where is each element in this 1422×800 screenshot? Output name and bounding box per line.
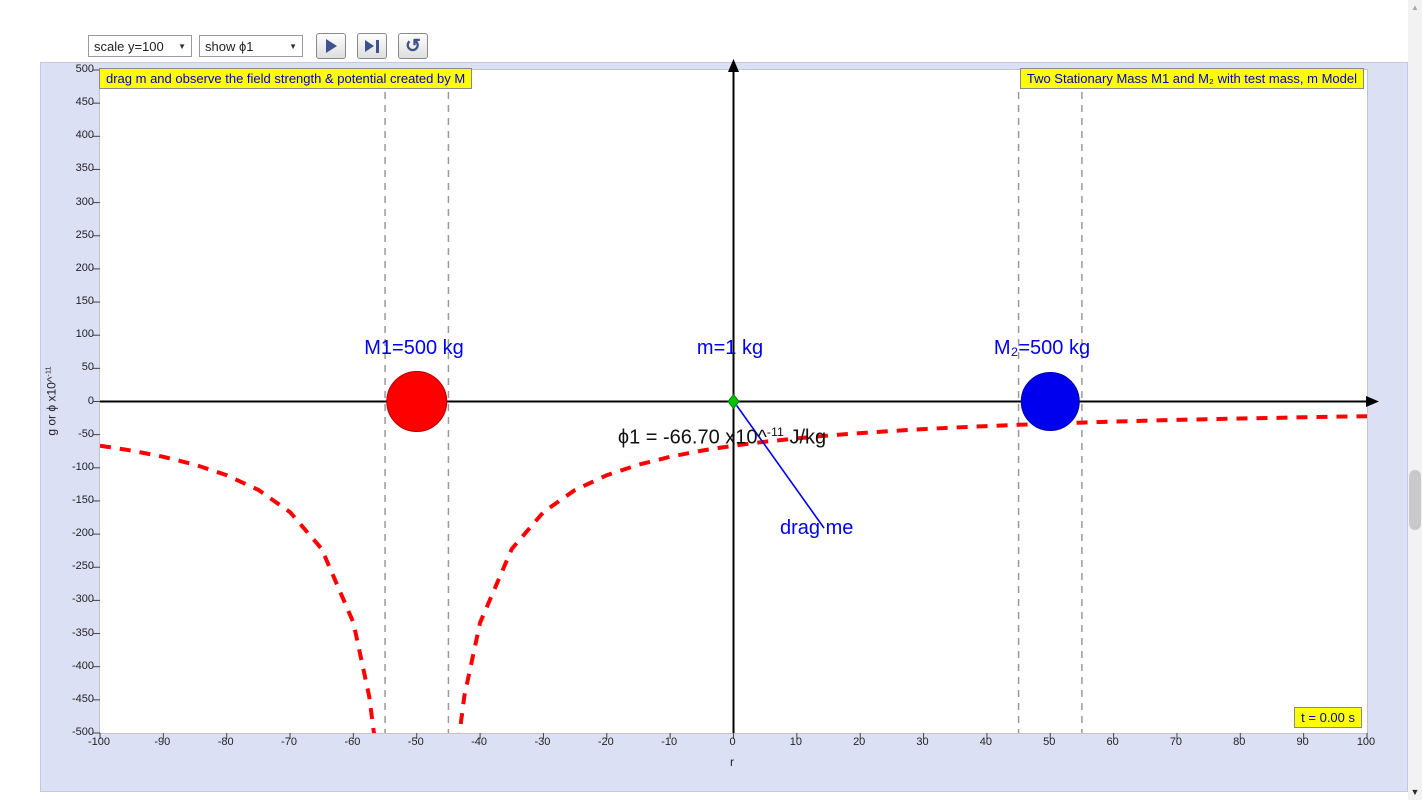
vertical-scrollbar[interactable]: ▲ ▼ [1408,0,1422,800]
y-tick-label: -350 [71,626,94,639]
m2-label: M₂=500 kg [993,337,1091,359]
y-tick-label: -400 [71,659,94,672]
y-tick-label: 250 [75,228,94,241]
potential-readout-exponent: -11 [766,425,784,439]
x-tick-label: -10 [661,736,678,748]
reset-button[interactable]: ↺ [398,33,428,59]
scrollbar-thumb[interactable] [1409,470,1421,530]
x-tick-label: 30 [916,736,929,748]
x-tick-label: 80 [1233,736,1246,748]
y-tick-label: 300 [75,195,94,208]
y-tick-label: -300 [71,593,94,606]
y-axis-arrow [728,59,739,72]
model-title-banner: Two Stationary Mass M1 and M₂ with test … [1019,68,1364,89]
y-tick-label: 450 [75,96,94,109]
toolbar: scale y=100 ▼ show ϕ1 ▼ ↺ [88,33,428,59]
x-axis-arrow [1366,396,1379,407]
mass-m2-circle[interactable] [1020,372,1080,431]
y-tick-label: -100 [71,460,94,473]
m1-label: M1=500 kg [364,337,464,359]
x-tick-label: -90 [154,736,171,748]
y-tick-label: 500 [75,63,94,75]
test-mass-marker[interactable] [727,393,740,410]
x-tick-label: 90 [1296,736,1309,748]
x-tick-label: 70 [1169,736,1183,748]
x-tick-label: -20 [597,736,614,748]
x-tick-label: 0 [729,736,736,748]
scroll-down-icon[interactable]: ▼ [1410,787,1420,797]
x-tick-label: -60 [344,736,361,748]
x-tick-label: 10 [789,736,802,748]
x-tick-label: -80 [217,736,234,748]
y-tick-label: 400 [75,129,94,142]
x-tick-label: 50 [1043,736,1056,748]
x-axis-title: r [730,755,734,769]
show-select-value: show ϕ1 [205,38,254,54]
y-tick-label: 150 [75,295,94,308]
x-tick-label: -100 [87,736,111,748]
x-tick-label: 100 [1356,736,1376,748]
mass-m1-circle[interactable] [386,371,448,432]
y-axis-title-exponent: -11 [43,366,53,377]
y-axis-title: g or ϕ x10^-11 [44,366,59,435]
x-tick-label: 40 [979,736,993,748]
scale-select-value: scale y=100 [94,38,164,54]
x-tick-label: -70 [281,736,297,748]
y-tick-label: -450 [71,692,94,705]
y-axis-title-text: g or ϕ x10^ [44,376,59,436]
chevron-down-icon: ▼ [178,41,186,51]
potential-readout-prefix: ϕ1 = -66.70 x10^ [617,426,767,449]
scale-select[interactable]: scale y=100 ▼ [88,35,192,57]
play-icon [325,39,337,53]
y-tick-label: 200 [75,261,94,274]
scroll-up-icon[interactable]: ▲ [1411,2,1419,12]
y-tick-label: -250 [71,560,94,573]
potential-readout: ϕ1 = -66.70 x10^-11 J/kg [618,425,826,450]
x-tick-label: -50 [407,736,424,748]
drag-me-label[interactable]: drag me [780,517,854,539]
simulation-panel: 500 450 400 350 300 250 200 150 100 50 0 -50 -100 -15… [40,59,1408,792]
show-select[interactable]: show ϕ1 ▼ [199,35,303,57]
drag-pointer-line [736,405,825,529]
step-button[interactable] [357,33,387,59]
y-tick-label: 100 [75,328,94,341]
chevron-down-icon: ▼ [289,41,297,51]
y-tick-label: -200 [71,527,94,540]
phi1-curve [100,414,1367,733]
x-tick-label: -40 [471,736,488,748]
play-button[interactable] [316,33,346,59]
y-tick-label: 350 [75,162,94,175]
x-tick-label: 60 [1106,736,1119,748]
x-tick-label: 20 [853,736,866,748]
y-tick-label: -150 [71,493,94,506]
time-readout: t = 0.00 s [1294,707,1362,728]
x-tick-label: -30 [534,736,551,748]
hint-banner: drag m and observe the field strength & … [99,68,473,89]
step-icon [365,39,379,53]
reset-icon: ↺ [405,35,421,57]
test-mass-label: m=1 kg [696,337,764,359]
plot-canvas [93,59,1379,739]
potential-readout-units: J/kg [783,426,827,449]
y-tick-label: -500 [71,726,94,738]
plot-area[interactable] [93,59,1379,739]
